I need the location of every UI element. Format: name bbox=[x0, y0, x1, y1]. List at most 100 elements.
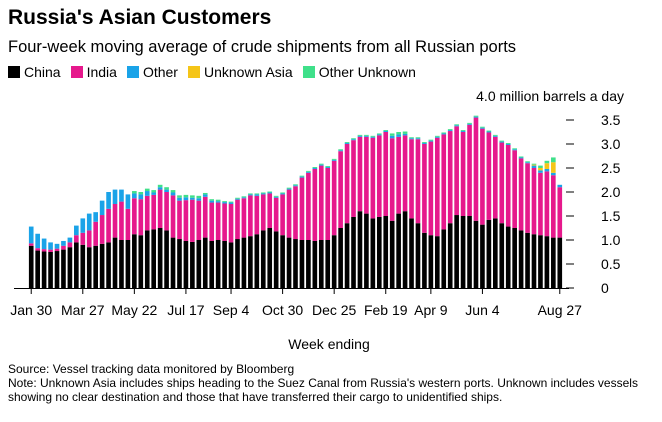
bar-other-unknown-75 bbox=[512, 148, 517, 150]
bar-china-57 bbox=[396, 213, 401, 288]
bar-india-31 bbox=[228, 204, 234, 243]
bar-other-52 bbox=[364, 135, 369, 137]
bar-other-80 bbox=[544, 168, 550, 172]
bar-china-55 bbox=[383, 216, 389, 288]
bar-other-50 bbox=[351, 139, 356, 141]
bar-india-6 bbox=[67, 242, 73, 248]
chart-subtitle: Four-week moving average of crude shipme… bbox=[8, 38, 517, 56]
bar-other-unknown-21 bbox=[164, 187, 169, 190]
bar-other-unknown-44 bbox=[312, 167, 318, 168]
bar-other-unknown-46 bbox=[325, 166, 331, 168]
bar-india-62 bbox=[428, 141, 434, 236]
bar-other-70 bbox=[480, 127, 485, 129]
legend-item-india: India bbox=[70, 64, 117, 80]
bar-other-unknown-29 bbox=[215, 199, 221, 202]
legend-swatch-india bbox=[70, 66, 83, 78]
bar-china-21 bbox=[164, 230, 169, 288]
bar-china-37 bbox=[267, 228, 273, 288]
y-tick-label-3: 1.5 bbox=[601, 208, 621, 224]
bar-china-11 bbox=[99, 243, 105, 288]
bar-india-38 bbox=[273, 197, 279, 232]
bar-india-1 bbox=[35, 248, 40, 251]
bar-other-unknown-72 bbox=[493, 134, 498, 136]
bar-other-18 bbox=[144, 191, 150, 196]
bar-china-80 bbox=[544, 236, 550, 288]
bar-other-unknown-36 bbox=[260, 192, 266, 194]
bar-china-7 bbox=[74, 242, 79, 288]
y-axis-label: 4.0 million barrels a day bbox=[476, 88, 624, 104]
bar-other-12 bbox=[106, 192, 111, 209]
bar-other-67 bbox=[460, 131, 466, 132]
bar-other-76 bbox=[518, 157, 524, 159]
bar-china-32 bbox=[235, 239, 240, 288]
bar-other-unknown-50 bbox=[351, 138, 356, 140]
bar-other-unknown-49 bbox=[344, 142, 350, 144]
bar-other-unknown-67 bbox=[460, 130, 466, 132]
bars-group bbox=[28, 115, 563, 288]
bar-china-71 bbox=[486, 219, 492, 288]
bar-other-unknown-65 bbox=[447, 129, 453, 131]
bar-other-62 bbox=[428, 140, 434, 142]
bar-other-17 bbox=[138, 194, 144, 200]
bar-other-unknown-60 bbox=[415, 137, 421, 139]
bar-other-45 bbox=[318, 164, 324, 166]
source-notes: Source: Vessel tracking data monitored b… bbox=[8, 362, 648, 404]
x-tick-label-10: Aug 27 bbox=[538, 302, 583, 318]
bar-india-26 bbox=[196, 200, 202, 240]
bar-india-63 bbox=[434, 137, 440, 237]
bar-other-unknown-81 bbox=[551, 157, 556, 163]
bar-other-unknown-33 bbox=[241, 196, 247, 198]
y-tick-label-1: 0.5 bbox=[601, 256, 621, 272]
x-tick-label-8: Apr 9 bbox=[414, 302, 448, 318]
bar-other-72 bbox=[493, 135, 498, 137]
bar-other-unknown-37 bbox=[267, 191, 273, 193]
bar-china-19 bbox=[151, 229, 157, 288]
bar-other-25 bbox=[190, 197, 195, 200]
bar-india-42 bbox=[299, 177, 305, 240]
bar-other-69 bbox=[473, 116, 479, 118]
bar-other-unknown-17 bbox=[138, 192, 144, 195]
bar-other-unknown-45 bbox=[318, 163, 324, 165]
bar-india-82 bbox=[557, 187, 563, 238]
bar-china-69 bbox=[473, 220, 479, 288]
bar-other-60 bbox=[415, 138, 421, 140]
bar-unknown-asia-81 bbox=[551, 162, 556, 173]
bar-other-42 bbox=[299, 176, 305, 178]
bar-other-29 bbox=[215, 201, 221, 203]
bar-india-55 bbox=[383, 132, 389, 216]
bar-other-unknown-73 bbox=[499, 140, 505, 142]
bar-india-25 bbox=[190, 199, 195, 242]
bar-other-63 bbox=[434, 136, 440, 138]
bar-india-77 bbox=[525, 163, 530, 233]
bar-india-32 bbox=[235, 199, 240, 240]
bar-other-unknown-19 bbox=[151, 190, 157, 193]
chart-title: Russia's Asian Customers bbox=[8, 6, 272, 29]
bar-india-60 bbox=[415, 139, 421, 224]
bar-other-34 bbox=[248, 194, 253, 196]
bar-india-70 bbox=[480, 128, 485, 225]
bar-other-41 bbox=[293, 185, 298, 187]
bar-china-59 bbox=[409, 218, 414, 288]
bar-other-unknown-74 bbox=[505, 143, 511, 144]
legend-item-china: China bbox=[8, 64, 61, 80]
bar-other-unknown-76 bbox=[518, 156, 524, 158]
bar-china-48 bbox=[338, 228, 343, 288]
bar-china-70 bbox=[480, 224, 485, 288]
bar-other-10 bbox=[93, 212, 98, 222]
y-axis: 0 0.5 1.0 1.5 2.0 2.5 3.0 3.5 bbox=[566, 112, 621, 296]
bar-other-15 bbox=[125, 194, 131, 209]
x-axis-label: Week ending bbox=[0, 336, 662, 352]
bar-other-48 bbox=[338, 150, 343, 152]
bar-india-34 bbox=[248, 195, 253, 237]
bar-other-unknown-62 bbox=[428, 139, 434, 141]
bar-other-24 bbox=[183, 197, 189, 201]
bar-india-20 bbox=[157, 189, 163, 228]
bar-india-14 bbox=[119, 201, 124, 240]
bar-other-56 bbox=[389, 135, 395, 139]
bar-india-57 bbox=[396, 136, 401, 214]
bar-other-unknown-69 bbox=[473, 115, 479, 117]
bar-other-unknown-47 bbox=[331, 158, 337, 160]
legend-label-china: China bbox=[24, 64, 61, 80]
bar-china-0 bbox=[28, 245, 34, 288]
bar-other-6 bbox=[67, 237, 73, 243]
